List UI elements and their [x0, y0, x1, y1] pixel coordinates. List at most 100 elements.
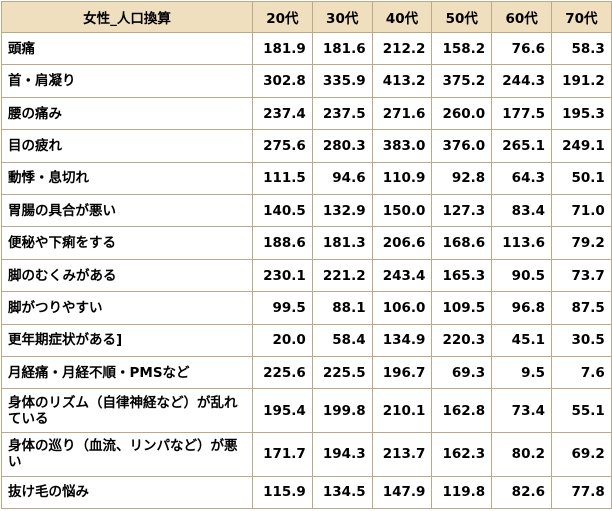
cell-value: 213.7: [371, 432, 433, 477]
table-row: 便秘や下痢をする 188.6 181.3 206.6 168.6 113.6 7…: [1, 226, 612, 260]
cell-value: 225.5: [311, 356, 373, 390]
row-label: 抜け毛の悩み: [1, 475, 253, 510]
cell-value: 109.5: [431, 291, 493, 325]
cell-value: 96.8: [491, 291, 552, 325]
cell-value: 237.5: [311, 96, 373, 131]
cell-value: 64.3: [491, 161, 552, 196]
table-row: 抜け毛の悩み 115.9 134.5 147.9 119.8 82.6 77.8: [1, 475, 612, 510]
cell-value: 225.6: [252, 356, 313, 390]
cell-value: 265.1: [491, 129, 552, 163]
cell-value: 162.3: [431, 432, 493, 477]
cell-value: 134.5: [311, 475, 373, 510]
cell-value: 140.5: [252, 194, 313, 228]
cell-value: 230.1: [252, 258, 313, 293]
cell-value: 9.5: [491, 356, 552, 390]
header-col-60s: 60代: [491, 1, 552, 33]
cell-value: 196.7: [371, 356, 433, 390]
cell-value: 73.4: [491, 388, 552, 434]
cell-value: 335.9: [311, 64, 373, 98]
cell-value: 302.8: [252, 64, 313, 98]
cell-value: 177.5: [491, 96, 552, 131]
header-col-20s: 20代: [252, 1, 313, 33]
table-row: 更年期症状がある] 20.0 58.4 134.9 220.3 45.1 30.…: [1, 323, 612, 358]
cell-value: 92.8: [431, 161, 493, 196]
header-col-70s: 70代: [550, 1, 612, 33]
cell-value: 158.2: [431, 31, 493, 66]
cell-value: 243.4: [371, 258, 433, 293]
table-row: 身体の巡り（血流、リンパなど）が悪い 171.7 194.3 213.7 162…: [1, 432, 612, 477]
table-header: 女性_人口換算 20代 30代 40代 50代 60代 70代: [1, 1, 612, 33]
cell-value: 181.6: [311, 31, 373, 66]
cell-value: 106.0: [371, 291, 433, 325]
cell-value: 99.5: [252, 291, 313, 325]
table-row: 腰の痛み 237.4 237.5 271.6 260.0 177.5 195.3: [1, 96, 612, 131]
cell-value: 147.9: [371, 475, 433, 510]
cell-value: 20.0: [252, 323, 313, 358]
cell-value: 7.6: [550, 356, 612, 390]
cell-value: 413.2: [371, 64, 433, 98]
cell-value: 115.9: [252, 475, 313, 510]
cell-value: 260.0: [431, 96, 493, 131]
header-label: 女性_人口換算: [1, 1, 253, 33]
cell-value: 80.2: [491, 432, 552, 477]
table-body: 頭痛 181.9 181.6 212.2 158.2 76.6 58.3 首・肩…: [1, 31, 612, 510]
header-col-30s: 30代: [311, 1, 373, 33]
header-col-40s: 40代: [371, 1, 433, 33]
cell-value: 127.3: [431, 194, 493, 228]
table-row: 身体のリズム（自律神経など）が乱れている 195.4 199.8 210.1 1…: [1, 388, 612, 434]
row-label: 目の疲れ: [1, 129, 253, 163]
cell-value: 87.5: [550, 291, 612, 325]
cell-value: 275.6: [252, 129, 313, 163]
row-label: 脚がつりやすい: [1, 291, 253, 325]
cell-value: 168.6: [431, 226, 493, 260]
table-row: 脚がつりやすい 99.5 88.1 106.0 109.5 96.8 87.5: [1, 291, 612, 325]
cell-value: 90.5: [491, 258, 552, 293]
cell-value: 181.3: [311, 226, 373, 260]
row-label: 月経痛・月経不順・PMSなど: [1, 356, 253, 390]
cell-value: 210.1: [371, 388, 433, 434]
table-row: 胃腸の具合が悪い 140.5 132.9 150.0 127.3 83.4 71…: [1, 194, 612, 228]
cell-value: 376.0: [431, 129, 493, 163]
cell-value: 58.4: [311, 323, 373, 358]
cell-value: 88.1: [311, 291, 373, 325]
cell-value: 134.9: [371, 323, 433, 358]
cell-value: 82.6: [491, 475, 552, 510]
cell-value: 280.3: [311, 129, 373, 163]
header-col-50s: 50代: [431, 1, 493, 33]
row-label: 便秘や下痢をする: [1, 226, 253, 260]
row-label: 頭痛: [1, 31, 253, 66]
row-label: 身体のリズム（自律神経など）が乱れている: [1, 388, 253, 434]
cell-value: 45.1: [491, 323, 552, 358]
cell-value: 383.0: [371, 129, 433, 163]
cell-value: 83.4: [491, 194, 552, 228]
cell-value: 132.9: [311, 194, 373, 228]
table-row: 目の疲れ 275.6 280.3 383.0 376.0 265.1 249.1: [1, 129, 612, 163]
cell-value: 94.6: [311, 161, 373, 196]
cell-value: 69.2: [550, 432, 612, 477]
cell-value: 55.1: [550, 388, 612, 434]
cell-value: 71.0: [550, 194, 612, 228]
table-row: 脚のむくみがある 230.1 221.2 243.4 165.3 90.5 73…: [1, 258, 612, 293]
row-label: 胃腸の具合が悪い: [1, 194, 253, 228]
cell-value: 244.3: [491, 64, 552, 98]
cell-value: 165.3: [431, 258, 493, 293]
cell-value: 195.3: [550, 96, 612, 131]
cell-value: 73.7: [550, 258, 612, 293]
row-label: 更年期症状がある]: [1, 323, 253, 358]
cell-value: 58.3: [550, 31, 612, 66]
cell-value: 206.6: [371, 226, 433, 260]
table-row: 月経痛・月経不順・PMSなど 225.6 225.5 196.7 69.3 9.…: [1, 356, 612, 390]
cell-value: 162.8: [431, 388, 493, 434]
cell-value: 110.9: [371, 161, 433, 196]
cell-value: 221.2: [311, 258, 373, 293]
row-label: 動悸・息切れ: [1, 161, 253, 196]
cell-value: 69.3: [431, 356, 493, 390]
cell-value: 220.3: [431, 323, 493, 358]
cell-value: 50.1: [550, 161, 612, 196]
cell-value: 375.2: [431, 64, 493, 98]
cell-value: 171.7: [252, 432, 313, 477]
cell-value: 199.8: [311, 388, 373, 434]
header-row: 女性_人口換算 20代 30代 40代 50代 60代 70代: [1, 1, 612, 33]
row-label: 脚のむくみがある: [1, 258, 253, 293]
cell-value: 76.6: [491, 31, 552, 66]
